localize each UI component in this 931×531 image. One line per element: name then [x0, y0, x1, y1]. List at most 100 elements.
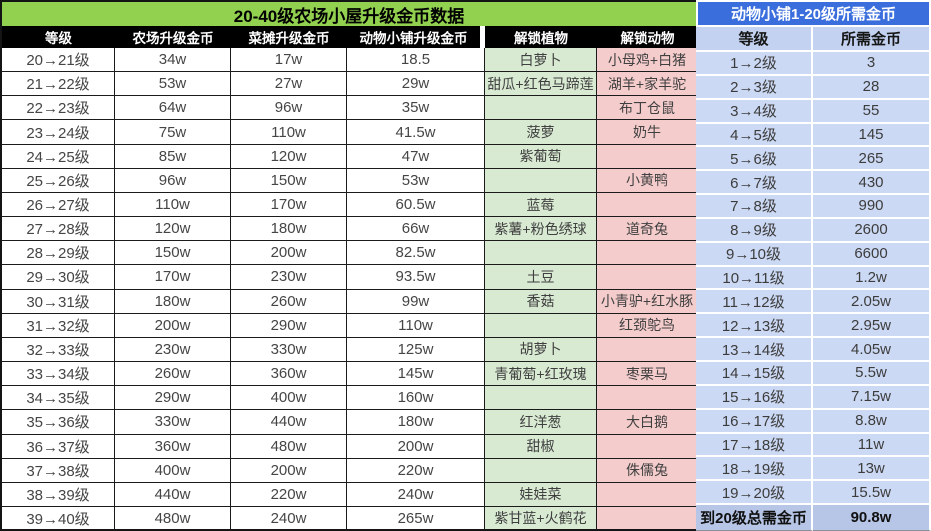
unlock-plant-cell: 胡萝卜 — [485, 337, 597, 363]
unlock-animal-cell: 大白鹅 — [597, 410, 698, 435]
required-coins-cell: 1.2w — [813, 266, 931, 291]
stall-coins-cell: 400w — [231, 386, 347, 411]
required-coins-cell: 145 — [813, 123, 931, 148]
animal-shop-row: 14→15级 5.5w — [696, 361, 931, 386]
level-cell: 27→28级 — [2, 217, 115, 242]
shop-coins-cell: 35w — [347, 96, 485, 121]
column-header-stall-coins: 菜摊升级金币 — [248, 31, 330, 46]
shop-level-cell: 5→6级 — [696, 147, 813, 172]
stall-coins-cell: 290w — [231, 313, 347, 338]
shop-coins-cell: 53w — [347, 168, 485, 193]
farm-table-row: 32→33级 230w 330w 125w 胡萝卜 — [2, 337, 698, 363]
farm-coins-cell: 34w — [115, 48, 231, 73]
animal-shop-row: 5→6级 265 — [696, 147, 931, 172]
unlock-animal-cell — [597, 241, 698, 266]
unlock-plant-cell: 蓝莓 — [485, 192, 597, 218]
required-coins-cell: 2600 — [813, 218, 931, 243]
farm-coins-cell: 180w — [115, 289, 231, 314]
shop-level-cell: 15→16级 — [696, 385, 813, 410]
unlock-animal-cell — [597, 386, 698, 411]
farm-coins-cell: 400w — [115, 458, 231, 483]
stall-coins-cell: 440w — [231, 410, 347, 435]
total-value-cell: 90.8w — [813, 505, 931, 531]
unlock-animal-cell: 奶牛 — [597, 120, 698, 145]
level-cell: 31→32级 — [2, 313, 115, 338]
farm-coins-cell: 150w — [115, 241, 231, 266]
unlock-plant-cell — [485, 458, 597, 483]
animal-shop-header-row: 等级 所需金币 — [696, 27, 931, 52]
farm-coins-cell: 260w — [115, 362, 231, 387]
farm-coins-cell: 96w — [115, 168, 231, 193]
required-coins-cell: 430 — [813, 171, 931, 196]
farm-coins-cell: 53w — [115, 72, 231, 97]
shop-coins-cell: 60.5w — [347, 192, 485, 218]
farm-coins-cell: 120w — [115, 217, 231, 242]
level-cell: 29→30级 — [2, 265, 115, 290]
unlock-plant-cell: 紫葡萄 — [485, 144, 597, 169]
farm-upgrade-table: 20-40级农场小屋升级金币数据 等级 农场升级金币 菜摊升级金币 动物小铺升级… — [0, 0, 698, 531]
farm-table-row: 22→23级 64w 96w 35w 布丁仓鼠 — [2, 96, 698, 121]
farm-table-row: 35→36级 330w 440w 180w 红洋葱 大白鹅 — [2, 410, 698, 435]
level-cell: 32→33级 — [2, 337, 115, 363]
required-coins-cell: 7.15w — [813, 385, 931, 410]
shop-coins-cell: 200w — [347, 434, 485, 459]
level-cell: 35→36级 — [2, 410, 115, 435]
level-cell: 38→39级 — [2, 482, 115, 507]
animal-shop-row: 11→12级 2.05w — [696, 290, 931, 315]
farm-table-row: 37→38级 400w 200w 220w 侏儒兔 — [2, 458, 698, 483]
unlock-plant-cell: 紫甘蓝+火鹤花 — [485, 506, 597, 531]
stall-coins-cell: 220w — [231, 482, 347, 507]
shop-coins-cell: 41.5w — [347, 120, 485, 145]
unlock-animal-cell: 红颈鸵鸟 — [597, 313, 698, 338]
shop-coins-cell: 47w — [347, 144, 485, 169]
level-cell: 30→31级 — [2, 289, 115, 314]
farm-coins-cell: 330w — [115, 410, 231, 435]
farm-table-row: 36→37级 360w 480w 200w 甜椒 — [2, 434, 698, 459]
required-coins-cell: 13w — [813, 457, 931, 482]
farm-table-row: 20→21级 34w 17w 18.5 白萝卜 小母鸡+白猪 — [2, 48, 698, 73]
unlock-plant-cell — [485, 313, 597, 338]
farm-coins-cell: 200w — [115, 313, 231, 338]
stall-coins-cell: 150w — [231, 168, 347, 193]
unlock-plant-cell — [485, 241, 597, 266]
animal-shop-row: 10→11级 1.2w — [696, 266, 931, 291]
farm-coins-cell: 64w — [115, 96, 231, 121]
stall-coins-cell: 96w — [231, 96, 347, 121]
required-coins-cell: 55 — [813, 99, 931, 124]
unlock-animal-cell: 湖羊+家羊驼 — [597, 72, 698, 97]
level-cell: 28→29级 — [2, 241, 115, 266]
farm-coins-cell: 230w — [115, 337, 231, 363]
unlock-plant-cell: 娃娃菜 — [485, 482, 597, 507]
farm-table-row: 29→30级 170w 230w 93.5w 土豆 — [2, 265, 698, 290]
level-cell: 33→34级 — [2, 362, 115, 387]
shop-coins-cell: 160w — [347, 386, 485, 411]
animal-shop-row: 9→10级 6600 — [696, 242, 931, 267]
shop-coins-cell: 18.5 — [347, 48, 485, 73]
unlock-animal-cell — [597, 265, 698, 290]
farm-table-row: 26→27级 110w 170w 60.5w 蓝莓 — [2, 192, 698, 218]
farm-table-row: 27→28级 120w 180w 66w 紫薯+粉色绣球 道奇兔 — [2, 217, 698, 242]
animal-shop-row: 15→16级 7.15w — [696, 385, 931, 410]
shop-level-cell: 6→7级 — [696, 171, 813, 196]
shop-coins-cell: 99w — [347, 289, 485, 314]
level-cell: 34→35级 — [2, 386, 115, 411]
shop-level-cell: 9→10级 — [696, 242, 813, 267]
shop-level-cell: 11→12级 — [696, 290, 813, 315]
animal-shop-row: 3→4级 55 — [696, 99, 931, 124]
animal-shop-row: 16→17级 8.8w — [696, 409, 931, 434]
farm-coins-cell: 75w — [115, 120, 231, 145]
animal-shop-row: 4→5级 145 — [696, 123, 931, 148]
stall-coins-cell: 260w — [231, 289, 347, 314]
shop-coins-cell: 93.5w — [347, 265, 485, 290]
farm-table-row: 33→34级 260w 360w 145w 青葡萄+红玫瑰 枣栗马 — [2, 362, 698, 387]
stall-coins-cell: 27w — [231, 72, 347, 97]
required-coins-cell: 990 — [813, 195, 931, 219]
farm-table-row: 21→22级 53w 27w 29w 甜瓜+红色马蹄莲 湖羊+家羊驼 — [2, 72, 698, 97]
column-header-level: 等级 — [45, 31, 72, 46]
total-row: 到20级总需金币 90.8w — [696, 505, 931, 531]
stall-coins-cell: 240w — [231, 506, 347, 531]
farm-table-row: 31→32级 200w 290w 110w 红颈鸵鸟 — [2, 313, 698, 338]
stall-coins-cell: 120w — [231, 144, 347, 169]
shop-coins-cell: 180w — [347, 410, 485, 435]
stall-coins-cell: 230w — [231, 265, 347, 290]
